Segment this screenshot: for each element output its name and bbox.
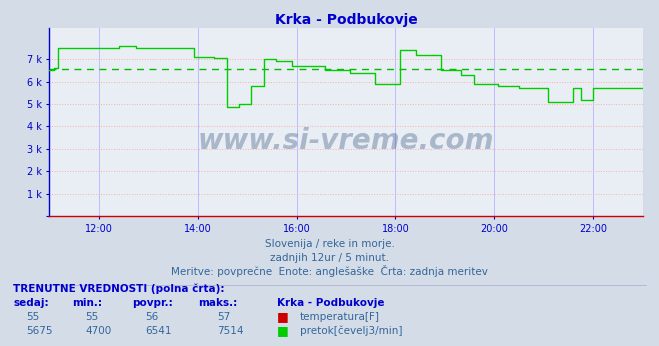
Text: min.:: min.: bbox=[72, 298, 103, 308]
Text: Krka - Podbukovje: Krka - Podbukovje bbox=[277, 298, 384, 308]
Text: 4700: 4700 bbox=[86, 326, 112, 336]
Text: 5675: 5675 bbox=[26, 326, 53, 336]
Text: Slovenija / reke in morje.: Slovenija / reke in morje. bbox=[264, 239, 395, 249]
Text: 55: 55 bbox=[86, 312, 99, 322]
Text: povpr.:: povpr.: bbox=[132, 298, 173, 308]
Text: ■: ■ bbox=[277, 310, 289, 323]
Text: 55: 55 bbox=[26, 312, 40, 322]
Text: pretok[čevelj3/min]: pretok[čevelj3/min] bbox=[300, 325, 403, 336]
Text: 7514: 7514 bbox=[217, 326, 244, 336]
Text: Meritve: povprečne  Enote: anglešaške  Črta: zadnja meritev: Meritve: povprečne Enote: anglešaške Črt… bbox=[171, 265, 488, 277]
Text: ■: ■ bbox=[277, 324, 289, 337]
Text: temperatura[F]: temperatura[F] bbox=[300, 312, 380, 322]
Text: 57: 57 bbox=[217, 312, 231, 322]
Text: 6541: 6541 bbox=[145, 326, 171, 336]
Title: Krka - Podbukovje: Krka - Podbukovje bbox=[275, 12, 417, 27]
Text: www.si-vreme.com: www.si-vreme.com bbox=[198, 127, 494, 155]
Text: zadnjih 12ur / 5 minut.: zadnjih 12ur / 5 minut. bbox=[270, 253, 389, 263]
Text: maks.:: maks.: bbox=[198, 298, 237, 308]
Text: TRENUTNE VREDNOSTI (polna črta):: TRENUTNE VREDNOSTI (polna črta): bbox=[13, 284, 225, 294]
Text: 56: 56 bbox=[145, 312, 158, 322]
Text: sedaj:: sedaj: bbox=[13, 298, 49, 308]
